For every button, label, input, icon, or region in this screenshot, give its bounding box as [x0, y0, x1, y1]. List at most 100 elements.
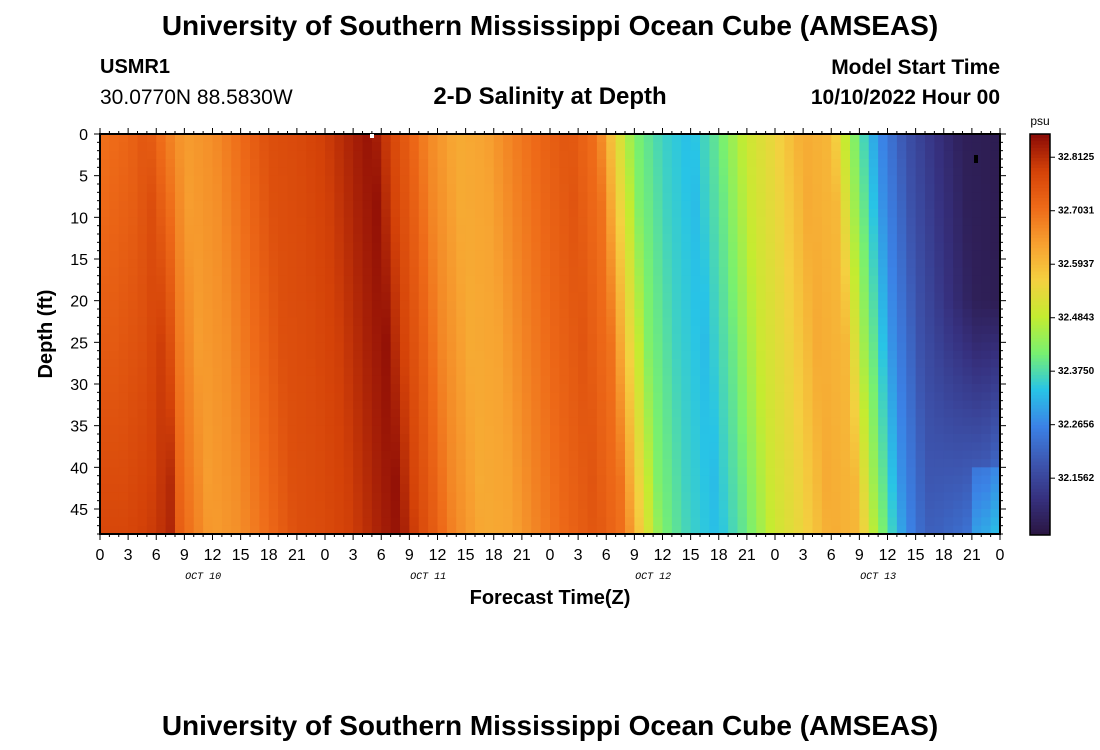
heatmap-cell	[634, 250, 645, 260]
heatmap-cell	[484, 159, 495, 168]
heatmap-cell	[765, 500, 776, 510]
heatmap-cell	[831, 309, 842, 318]
heatmap-cell	[784, 350, 795, 360]
heatmap-cell	[212, 367, 223, 377]
heatmap-cell	[962, 367, 973, 377]
heatmap-cell	[203, 342, 213, 352]
heatmap-cell	[690, 142, 701, 152]
heatmap-cell	[456, 509, 467, 518]
heatmap-cell	[475, 184, 485, 193]
heatmap-cell	[343, 242, 354, 252]
heatmap-cell	[484, 450, 495, 460]
heatmap-cell	[390, 284, 401, 293]
heatmap-cell	[315, 350, 326, 360]
heatmap-cell	[446, 142, 457, 152]
heatmap-cell	[287, 150, 298, 160]
heatmap-cell	[503, 350, 513, 360]
heatmap-cell	[381, 442, 392, 452]
heatmap-cell	[690, 325, 701, 335]
heatmap-cell	[325, 442, 335, 452]
heatmap-cell	[596, 192, 607, 202]
heatmap-cell	[831, 459, 842, 468]
heatmap-cell	[325, 184, 335, 193]
heatmap-cell	[559, 409, 570, 418]
heatmap-cell	[765, 334, 776, 343]
heatmap-cell	[831, 209, 842, 218]
heatmap-cell	[578, 275, 588, 285]
heatmap-cell	[240, 250, 251, 260]
heatmap-cell	[193, 142, 204, 152]
heatmap-cell	[353, 259, 363, 268]
heatmap-cell	[953, 192, 963, 202]
heatmap-cell	[156, 450, 167, 460]
heatmap-cell	[325, 467, 335, 477]
heatmap-cell	[596, 384, 607, 393]
heatmap-cell	[400, 317, 410, 327]
heatmap-cell	[315, 317, 326, 327]
heatmap-cell	[175, 359, 185, 368]
heatmap-cell	[100, 234, 110, 243]
heatmap-cell	[962, 300, 973, 310]
heatmap-cell	[343, 325, 354, 335]
heatmap-cell	[953, 417, 963, 427]
heatmap-cell	[212, 300, 223, 310]
heatmap-cell	[146, 350, 157, 360]
heatmap-cell	[231, 359, 242, 368]
heatmap-cell	[456, 309, 467, 318]
colorbar-segment	[1030, 451, 1050, 456]
heatmap-cell	[718, 425, 729, 435]
heatmap-cell	[278, 400, 288, 410]
heatmap-cell	[531, 317, 542, 327]
heatmap-cell	[446, 409, 457, 418]
heatmap-cell	[896, 509, 907, 518]
x-axis-title: Forecast Time(Z)	[470, 587, 631, 609]
heatmap-cell	[615, 359, 626, 368]
heatmap-cell	[334, 375, 345, 385]
heatmap-cell	[981, 417, 992, 427]
heatmap-cell	[981, 442, 992, 452]
heatmap-cell	[146, 242, 157, 252]
heatmap-cell	[709, 134, 720, 143]
heatmap-cell	[906, 292, 917, 302]
heatmap-cell	[700, 500, 710, 510]
heatmap-cell	[728, 342, 738, 352]
heatmap-cell	[643, 209, 654, 218]
heatmap-cell	[793, 525, 804, 535]
heatmap-cell	[812, 167, 823, 177]
colorbar-segment	[1030, 461, 1050, 466]
heatmap-cell	[512, 484, 523, 493]
heatmap-cell	[746, 450, 757, 460]
heatmap-cell	[493, 259, 504, 268]
heatmap-cell	[400, 167, 410, 177]
heatmap-cell	[906, 342, 917, 352]
heatmap-cell	[371, 384, 382, 393]
heatmap-cell	[428, 159, 438, 168]
heatmap-cell	[793, 184, 804, 193]
heatmap-cell	[371, 509, 382, 518]
heatmap-cell	[465, 259, 476, 268]
heatmap-cell	[428, 334, 438, 343]
heatmap-cell	[371, 484, 382, 493]
heatmap-cell	[887, 167, 898, 177]
heatmap-cell	[381, 259, 392, 268]
heatmap-cell	[718, 300, 729, 310]
heatmap-cell	[559, 400, 570, 410]
heatmap-cell	[353, 200, 363, 210]
heatmap-cell	[878, 367, 888, 377]
heatmap-cell	[962, 517, 973, 527]
heatmap-cell	[231, 467, 242, 477]
heatmap-cell	[128, 242, 138, 252]
heatmap-cell	[878, 150, 888, 160]
heatmap-cell	[793, 492, 804, 502]
heatmap-cell	[146, 334, 157, 343]
heatmap-cell	[700, 392, 710, 402]
heatmap-cell	[521, 484, 532, 493]
heatmap-cell	[587, 234, 598, 243]
heatmap-cell	[531, 167, 542, 177]
heatmap-cell	[475, 317, 485, 327]
heatmap-cell	[625, 509, 635, 518]
heatmap-cell	[662, 150, 673, 160]
heatmap-cell	[765, 459, 776, 468]
heatmap-cell	[493, 425, 504, 435]
heatmap-cell	[718, 334, 729, 343]
